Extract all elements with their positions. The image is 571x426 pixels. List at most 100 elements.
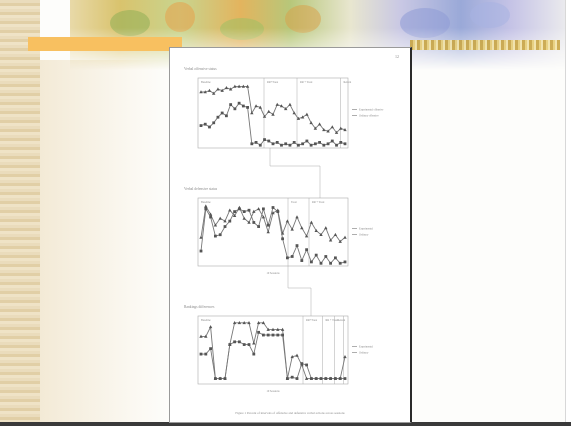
phase-label: Return — [338, 319, 346, 322]
title-accent-bar — [28, 37, 182, 51]
data-point — [290, 375, 294, 379]
data-point — [275, 102, 279, 106]
data-point — [288, 102, 292, 106]
data-point — [313, 126, 318, 130]
data-point — [318, 141, 321, 144]
data-point — [262, 207, 265, 211]
data-point — [233, 340, 236, 344]
data-point — [258, 143, 262, 147]
data-point — [245, 84, 250, 88]
legend-entry: Ordinary offensive — [359, 115, 379, 118]
data-point — [247, 343, 251, 346]
figure-panel-1: Verbal offensive status Baseline RR+Treat R… — [184, 67, 384, 149]
legend-entry: Experimental — [359, 346, 373, 349]
data-point — [301, 142, 305, 146]
data-point — [338, 239, 342, 243]
data-point — [334, 256, 337, 260]
x-axis-label: 10 Sessions — [266, 390, 279, 393]
phase-label: Treat — [291, 201, 297, 204]
data-point — [257, 225, 260, 228]
data-point — [232, 321, 237, 325]
data-point — [254, 141, 258, 144]
legend-entry: Experimental offensive — [359, 109, 384, 112]
data-point — [262, 114, 267, 118]
data-point — [199, 90, 203, 94]
data-point — [335, 143, 338, 147]
data-point — [214, 234, 217, 238]
panel-title: Rankings differences — [184, 305, 215, 309]
data-point — [292, 111, 296, 115]
phase-label: Baseline — [201, 201, 211, 204]
data-point — [275, 141, 279, 144]
data-point — [199, 352, 203, 356]
data-point — [258, 105, 262, 109]
data-point — [232, 213, 237, 217]
data-point — [214, 377, 217, 380]
data-point — [220, 111, 224, 115]
data-point — [310, 260, 313, 264]
series-line-2 — [200, 206, 346, 265]
data-point — [309, 121, 313, 125]
data-point — [276, 333, 280, 337]
data-point — [305, 139, 309, 143]
data-point — [252, 352, 256, 356]
data-point — [314, 253, 318, 257]
data-point — [271, 206, 275, 209]
data-point — [300, 115, 305, 119]
data-point — [305, 112, 309, 116]
data-point — [199, 235, 203, 239]
data-point — [280, 327, 285, 331]
data-point — [284, 142, 288, 146]
data-point — [241, 104, 245, 108]
page-number: 12 — [395, 54, 399, 59]
data-point — [252, 221, 256, 224]
data-point — [271, 333, 275, 337]
data-point — [242, 321, 246, 325]
data-point — [242, 216, 246, 220]
data-point — [343, 142, 347, 146]
data-point — [326, 142, 330, 146]
data-point — [333, 232, 338, 237]
data-point — [241, 84, 246, 88]
data-point — [322, 143, 326, 147]
data-point — [267, 139, 271, 143]
data-point — [288, 143, 292, 147]
data-point — [343, 235, 347, 239]
data-point — [295, 377, 299, 380]
figure-caption: Figure 1 Percent of intervals of offensi… — [235, 411, 345, 415]
series-line-1 — [201, 85, 346, 134]
data-point — [330, 125, 334, 129]
data-point — [204, 352, 208, 356]
data-point — [203, 122, 207, 126]
data-point — [290, 255, 294, 258]
data-point — [237, 84, 241, 88]
left-decorative-band — [0, 0, 40, 426]
data-point — [250, 111, 254, 115]
legend-entry: Ordinary — [359, 234, 369, 237]
data-point — [300, 362, 304, 365]
data-point — [209, 215, 212, 219]
phase-label: Baseline — [201, 81, 211, 84]
data-point — [262, 333, 265, 337]
data-point — [297, 143, 300, 147]
data-point — [209, 347, 212, 351]
data-point — [324, 377, 328, 380]
data-point — [319, 377, 323, 380]
data-point — [213, 223, 218, 227]
phase-label: Baseline — [201, 319, 211, 322]
data-point — [223, 377, 227, 380]
data-point — [266, 230, 270, 234]
data-point — [199, 124, 203, 127]
data-point — [218, 233, 222, 237]
data-point — [237, 321, 242, 325]
data-point — [286, 256, 289, 260]
panel-plot-frame — [197, 197, 349, 267]
data-point — [250, 142, 254, 146]
data-point — [319, 232, 323, 237]
data-point — [256, 321, 261, 325]
data-point — [199, 334, 203, 338]
data-point — [242, 210, 246, 213]
phase-connector-line — [269, 148, 321, 198]
data-point — [204, 207, 208, 211]
data-point — [247, 220, 251, 224]
